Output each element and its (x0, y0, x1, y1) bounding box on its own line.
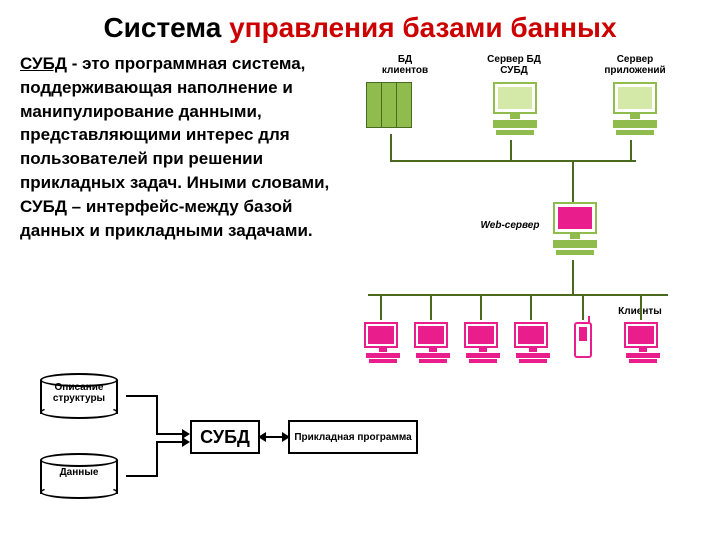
arrow (156, 395, 158, 435)
label-server-bd: Сервер БД СУБД (482, 54, 546, 76)
label-bd-clients: БД клиентов (380, 54, 430, 76)
arrow (266, 436, 282, 438)
client-icon (624, 322, 662, 364)
client-icon (364, 322, 402, 364)
net-line (530, 294, 532, 320)
content-row: СУБД - это программная система, поддержи… (0, 52, 720, 412)
net-line (572, 160, 574, 202)
title-black: Система (103, 12, 229, 43)
cylinder-structure-label: Описание структуры (40, 383, 118, 404)
paragraph-underline: СУБД (20, 54, 67, 73)
client-icon (464, 322, 502, 364)
net-line (390, 160, 636, 162)
server-app-icon (608, 82, 662, 136)
web-server-icon (548, 202, 602, 256)
net-line (480, 294, 482, 320)
label-web-server: Web-сервер (478, 220, 542, 231)
net-line (430, 294, 432, 320)
net-line (380, 294, 382, 320)
arrow (126, 395, 156, 397)
subd-box: СУБД (190, 420, 260, 454)
net-line (640, 294, 642, 320)
cylinder-data-label: Данные (40, 467, 118, 478)
net-line (510, 140, 512, 160)
client-phone-icon (574, 322, 592, 364)
client-icon (414, 322, 452, 364)
net-line (582, 294, 584, 320)
net-line (572, 260, 574, 294)
arrow (156, 441, 158, 477)
app-box-label: Прикладная программа (294, 432, 411, 443)
server-rack-icon (366, 82, 411, 133)
subd-flow-diagram: Описание структуры Данные СУБД Прикладна… (30, 365, 410, 525)
label-server-app: Сервер приложений (600, 54, 670, 76)
cylinder-structure: Описание структуры (40, 373, 118, 419)
net-line (368, 294, 668, 296)
paragraph: СУБД - это программная система, поддержи… (20, 52, 360, 412)
subd-box-label: СУБД (200, 427, 250, 448)
arrow (158, 433, 182, 435)
title-red: управления базами банных (229, 12, 616, 43)
net-line (630, 140, 632, 160)
app-box: Прикладная программа (288, 420, 418, 454)
client-icon (514, 322, 552, 364)
server-bd-icon (488, 82, 542, 136)
network-diagram: БД клиентов Сервер БД СУБД Сервер прилож… (360, 52, 700, 412)
slide-title: Система управления базами банных (0, 0, 720, 52)
net-line (390, 134, 392, 160)
arrow (126, 475, 156, 477)
arrow (158, 441, 182, 443)
cylinder-data: Данные (40, 453, 118, 499)
paragraph-body: - это программная система, поддерживающа… (20, 54, 329, 240)
